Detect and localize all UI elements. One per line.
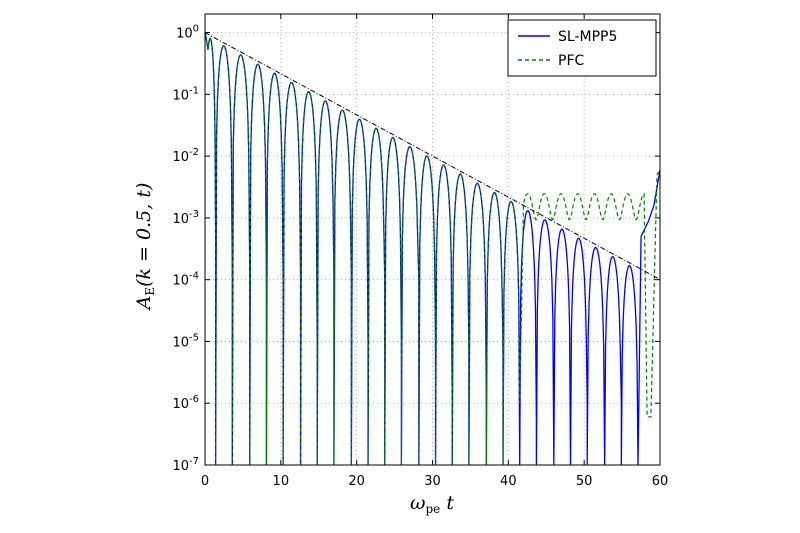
- plot-frame: [204, 13, 661, 466]
- x-axis: 0 10 20 30 40 50 60: [201, 14, 668, 489]
- series-line-sl-mpp5: [204, 32, 661, 466]
- legend: SL-MPP5 PFC: [507, 19, 657, 77]
- y-axis-label: AE(k = 0.5, t): [133, 183, 157, 312]
- x-tick-label: 40: [500, 474, 517, 489]
- x-tick-label: 0: [201, 474, 209, 489]
- y-tick-label: 10-7: [172, 456, 199, 474]
- legend-label-pfc: PFC: [558, 53, 584, 69]
- series-line-pfc: [204, 32, 661, 466]
- y-axis: 100 10-1 10-2 10-3 10-4 10-5 10-6 10-7: [172, 24, 660, 474]
- series-layer: [204, 32, 661, 466]
- legend-box: [507, 19, 657, 77]
- y-tick-label: 10-3: [172, 209, 199, 227]
- grid-lines: [205, 14, 660, 465]
- y-tick-label: 10-4: [172, 271, 199, 289]
- series-line-damping-rate: [204, 32, 661, 280]
- x-axis-label: ωpe t: [410, 492, 454, 516]
- x-tick-label: 10: [273, 474, 290, 489]
- y-tick-label: 10-1: [172, 85, 199, 103]
- x-tick-label: 50: [576, 474, 593, 489]
- y-tick-label: 100: [176, 24, 199, 42]
- y-tick-label: 10-5: [172, 332, 199, 350]
- x-tick-label: 60: [652, 474, 669, 489]
- x-tick-label: 20: [348, 474, 365, 489]
- x-tick-label: 30: [424, 474, 441, 489]
- legend-label-sl-mpp5: SL-MPP5: [558, 29, 617, 45]
- y-tick-label: 10-6: [172, 394, 199, 412]
- y-tick-label: 10-2: [172, 147, 199, 165]
